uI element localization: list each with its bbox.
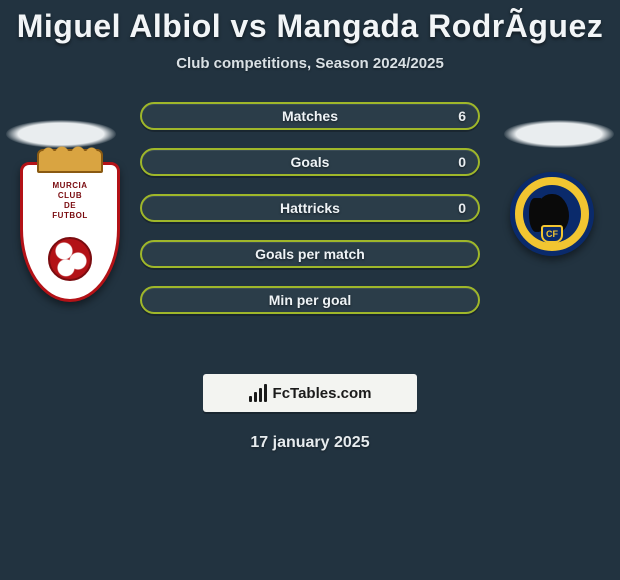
crown-icon xyxy=(37,149,103,173)
right-pedestal xyxy=(504,120,614,148)
stat-value-right: 0 xyxy=(458,200,466,216)
crest-line: MURCIA xyxy=(53,181,88,190)
page-title: Miguel Albiol vs Mangada RodrÃ­guez xyxy=(0,0,620,45)
stat-bar: Hattricks 0 xyxy=(140,194,480,222)
ring-icon: CF xyxy=(510,172,594,256)
subtitle: Club competitions, Season 2024/2025 xyxy=(0,55,620,72)
stat-value-right: 0 xyxy=(458,154,466,170)
comparison-stage: MURCIA CLUB DE FUTBOL CF Matches6Goals0H… xyxy=(0,102,620,342)
left-team-crest: MURCIA CLUB DE FUTBOL xyxy=(20,162,120,302)
right-team-crest: CF xyxy=(510,172,600,262)
date-line: 17 january 2025 xyxy=(0,434,620,452)
stat-bar: Goals 0 xyxy=(140,148,480,176)
stat-label: Hattricks xyxy=(280,200,340,216)
stat-bar: Min per goal xyxy=(140,286,480,314)
ball-icon xyxy=(48,237,92,281)
shield-icon: MURCIA CLUB DE FUTBOL xyxy=(20,162,120,302)
stat-value-right: 6 xyxy=(458,108,466,124)
crest-badge: CF xyxy=(541,225,563,243)
bar-chart-icon xyxy=(249,384,267,402)
stat-label: Goals xyxy=(291,154,330,170)
stat-label: Matches xyxy=(282,108,338,124)
crest-line: DE xyxy=(64,201,76,210)
crest-line: FUTBOL xyxy=(52,211,87,220)
stat-label: Min per goal xyxy=(269,292,351,308)
stat-bar: Goals per match xyxy=(140,240,480,268)
attribution-text: FcTables.com xyxy=(273,385,372,402)
attribution-badge: FcTables.com xyxy=(203,374,417,412)
stat-bar-list: Matches 6 Goals 0 Hattricks 0 Goals per match M… xyxy=(140,102,480,332)
crest-text: MURCIA CLUB DE FUTBOL xyxy=(23,181,117,221)
stat-label: Goals per match xyxy=(255,246,365,262)
stat-bar: Matches 6 xyxy=(140,102,480,130)
crest-line: CLUB xyxy=(58,191,82,200)
